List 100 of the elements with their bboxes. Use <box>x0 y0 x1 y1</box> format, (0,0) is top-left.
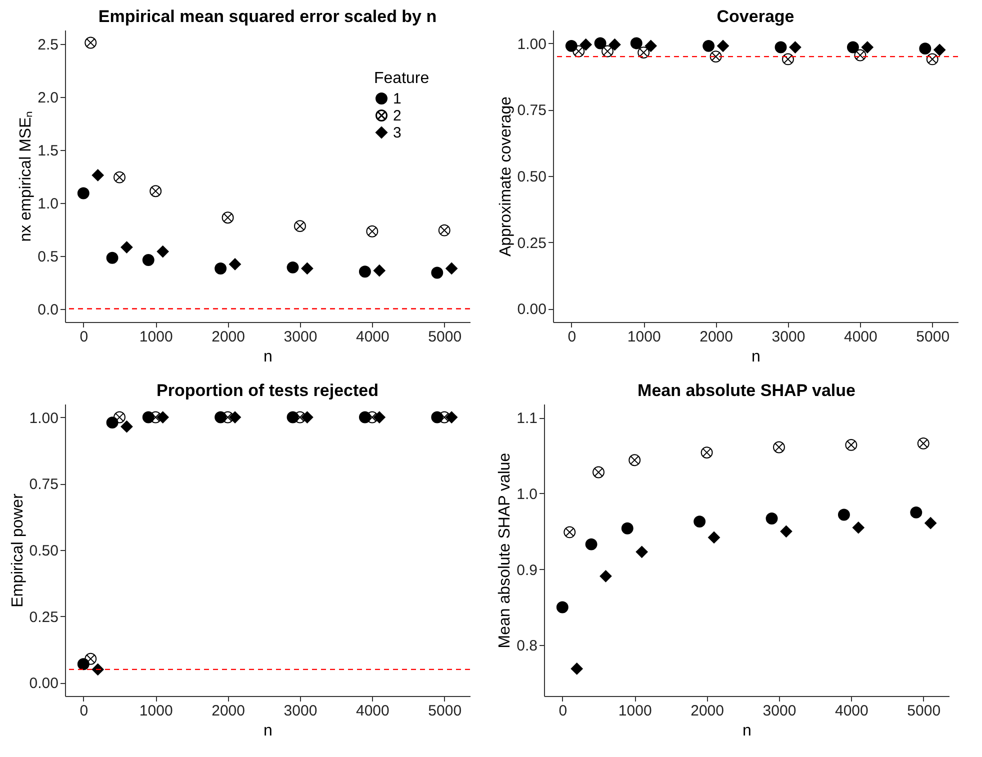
point <box>286 261 299 274</box>
point <box>852 522 864 534</box>
point <box>114 171 126 184</box>
point <box>694 516 706 528</box>
point <box>702 40 715 52</box>
point <box>214 262 227 274</box>
y-tick-label: 0.8 <box>516 638 538 655</box>
y-tick-label: 2.0 <box>38 89 58 106</box>
y-tick-label: 0.75 <box>517 102 546 120</box>
point <box>845 438 858 451</box>
point <box>114 411 126 424</box>
y-axis-title: Mean absolute SHAP value <box>496 452 514 648</box>
point <box>556 601 568 614</box>
y-tick-label: 0.50 <box>517 168 546 186</box>
y-tick-label: 1.0 <box>38 195 58 212</box>
y-tick-label: 1.1 <box>516 410 538 428</box>
x-tick-label: 1000 <box>618 702 652 720</box>
point <box>861 41 874 54</box>
y-tick-label: 0.0 <box>38 301 58 318</box>
point <box>710 50 722 63</box>
x-tick-label: 3000 <box>284 702 318 720</box>
x-axis-title: n <box>264 722 272 740</box>
point <box>789 41 802 54</box>
x-tick-label: 3000 <box>772 328 806 346</box>
x-tick-label: 5000 <box>428 328 462 346</box>
point <box>854 49 866 62</box>
point <box>150 185 162 198</box>
point <box>846 41 859 54</box>
point <box>608 38 621 51</box>
y-tick-label: 1.00 <box>29 410 58 427</box>
y-tick-label: 0.00 <box>517 301 546 318</box>
point <box>572 45 585 58</box>
point <box>156 411 169 424</box>
x-tick-label: 4000 <box>356 702 390 720</box>
point <box>580 38 592 51</box>
point <box>446 262 458 274</box>
x-tick-label: 0 <box>80 328 88 346</box>
x-tick-label: 2000 <box>212 702 245 720</box>
x-tick-label: 3000 <box>284 328 318 346</box>
point <box>120 420 133 433</box>
x-tick-label: 4000 <box>356 328 390 346</box>
y-tick-label: 1.0 <box>516 486 538 503</box>
point <box>638 46 650 59</box>
y-tick-label: 0.00 <box>29 675 58 692</box>
x-tick-label: 0 <box>558 702 568 720</box>
y-tick-label: 0.25 <box>517 234 546 252</box>
chart-title: Empirical mean squared error scaled by n <box>98 7 437 26</box>
x-axis-title: n <box>264 348 272 366</box>
point <box>910 506 922 518</box>
x-tick-label: 2000 <box>700 328 733 346</box>
point <box>301 411 314 424</box>
point <box>570 662 583 675</box>
x-tick-label: 4000 <box>844 328 878 346</box>
y-tick-label: 0.25 <box>29 608 58 626</box>
point <box>84 36 97 49</box>
point <box>592 466 604 478</box>
point <box>782 53 794 66</box>
x-tick-label: 0 <box>568 328 576 346</box>
y-axis-title: nx empirical MSEₙ <box>18 111 35 242</box>
point <box>229 411 241 424</box>
point <box>106 252 118 264</box>
point <box>636 546 648 558</box>
point <box>919 42 932 55</box>
y-tick-label: 2.5 <box>38 36 58 54</box>
point <box>924 517 937 530</box>
x-axis-title: n <box>742 722 752 740</box>
chart-title: Coverage <box>716 7 794 26</box>
point <box>780 525 792 538</box>
y-tick-label: 0.50 <box>29 542 58 560</box>
point <box>594 37 606 50</box>
x-tick-label: 1000 <box>139 702 173 720</box>
x-axis-title: n <box>752 348 760 366</box>
point <box>431 266 444 279</box>
x-tick-label: 2000 <box>690 702 724 720</box>
point <box>917 437 930 450</box>
point <box>773 441 785 454</box>
point <box>766 512 778 524</box>
x-tick-label: 2000 <box>212 328 245 346</box>
y-axis-title: Empirical power <box>9 492 26 608</box>
point <box>717 40 729 52</box>
point <box>600 570 612 582</box>
point <box>630 37 642 50</box>
point <box>222 212 234 224</box>
point <box>366 225 378 238</box>
point <box>644 40 657 52</box>
point <box>84 652 97 665</box>
point <box>838 508 850 521</box>
point <box>92 169 104 182</box>
x-tick-label: 3000 <box>762 702 796 720</box>
point <box>708 532 720 544</box>
point <box>358 266 371 278</box>
y-tick-label: 0.5 <box>38 248 58 266</box>
point <box>301 262 314 274</box>
chart-title: Mean absolute SHAP value <box>638 381 856 400</box>
point <box>106 416 118 429</box>
point <box>934 44 946 56</box>
point <box>438 224 450 236</box>
point <box>92 663 104 676</box>
legend-label: 3 <box>393 124 402 142</box>
y-tick-label: 0.75 <box>29 476 58 494</box>
